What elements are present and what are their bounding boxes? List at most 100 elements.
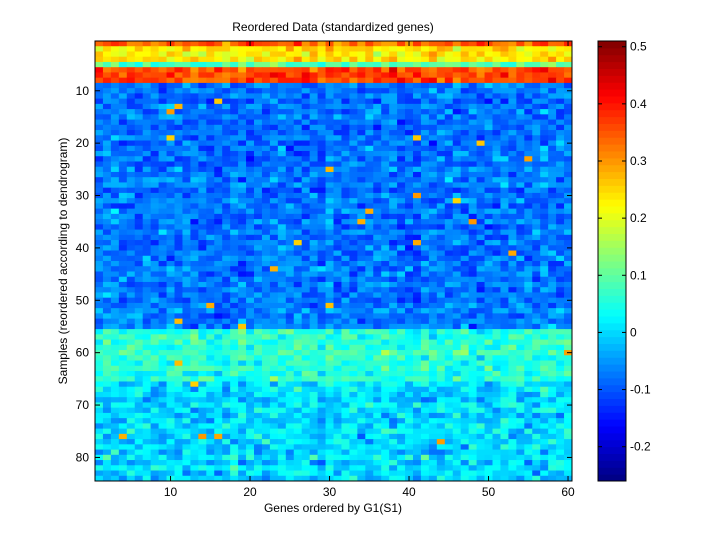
heatmap-cell (206, 407, 215, 414)
heatmap-cell (444, 281, 454, 288)
heatmap-cell (484, 313, 493, 320)
heatmap-cell (508, 454, 517, 461)
heatmap-cell (134, 302, 144, 309)
heatmap-cell (182, 365, 191, 372)
heatmap-cell (277, 46, 287, 52)
heatmap-cell (500, 166, 509, 173)
heatmap-cell (556, 135, 565, 142)
heatmap-cell (174, 318, 183, 325)
heatmap-cell (516, 391, 525, 398)
heatmap-cell (333, 381, 342, 388)
heatmap-cell (389, 297, 398, 304)
heatmap-cell (460, 439, 470, 445)
heatmap-cell (317, 187, 327, 194)
heatmap-cell (420, 449, 430, 456)
heatmap-cell (428, 67, 438, 73)
heatmap-cell (309, 203, 319, 210)
heatmap-cell (428, 56, 438, 63)
heatmap-cell (95, 428, 104, 435)
heatmap-cell (134, 93, 144, 100)
heatmap-cell (198, 397, 207, 403)
heatmap-cell (452, 98, 462, 105)
heatmap-cell (468, 454, 478, 461)
heatmap-cell (118, 365, 128, 372)
heatmap-cell (333, 376, 342, 382)
heatmap-cell (182, 67, 191, 73)
heatmap-cell (166, 313, 175, 320)
heatmap-cell (532, 271, 541, 278)
heatmap-cell (222, 276, 231, 283)
heatmap-cell (373, 119, 382, 126)
heatmap-cell (492, 350, 501, 356)
heatmap-cell (389, 428, 398, 435)
heatmap-cell (548, 397, 557, 403)
heatmap-cell (277, 103, 287, 110)
heatmap-cell (564, 156, 573, 162)
heatmap-cell (564, 360, 573, 367)
heatmap-cell (468, 281, 478, 288)
heatmap-cell (444, 365, 454, 372)
heatmap-cell (118, 177, 128, 183)
heatmap-cell (118, 229, 128, 236)
heatmap-cell (254, 203, 263, 210)
heatmap-cell (556, 82, 565, 89)
heatmap-cell (214, 88, 223, 94)
heatmap-cell (564, 271, 573, 278)
heatmap-cell (198, 276, 207, 283)
heatmap-cell (532, 140, 541, 147)
heatmap-cell (110, 334, 120, 341)
heatmap-cell (556, 391, 565, 398)
heatmap-cell (158, 266, 168, 272)
heatmap-cell (222, 103, 231, 110)
heatmap-cell (254, 323, 263, 330)
heatmap-cell (110, 255, 120, 262)
heatmap-cell (341, 360, 350, 367)
heatmap-cell (309, 72, 319, 79)
heatmap-cell (118, 266, 128, 272)
heatmap-cell (349, 203, 358, 210)
heatmap-cell (246, 323, 255, 330)
heatmap-cell (349, 344, 358, 351)
heatmap-cell (452, 365, 462, 372)
heatmap-cell (174, 114, 183, 121)
heatmap-cell (309, 381, 319, 388)
heatmap-cell (301, 119, 311, 126)
heatmap-cell (428, 355, 438, 362)
heatmap-cell (500, 219, 509, 225)
heatmap-cell (285, 266, 295, 272)
heatmap-cell (349, 365, 358, 372)
heatmap-cell (476, 302, 486, 309)
heatmap-cell (436, 72, 446, 79)
heatmap-cell (484, 318, 493, 325)
heatmap-cell (158, 454, 168, 461)
heatmap-cell (261, 255, 271, 262)
heatmap-cell (341, 391, 350, 398)
heatmap-cell (150, 166, 160, 173)
heatmap-cell (444, 302, 454, 309)
heatmap-cell (365, 444, 374, 451)
heatmap-cell (524, 166, 533, 173)
heatmap-cell (405, 103, 414, 110)
heatmap-cell (508, 177, 517, 183)
heatmap-cell (325, 103, 334, 110)
heatmap-cell (516, 93, 525, 100)
heatmap-cell (460, 46, 470, 52)
heatmap-cell (238, 203, 247, 210)
heatmap-cell (261, 77, 271, 84)
heatmap-cell (413, 77, 422, 84)
heatmap-cell (341, 213, 350, 220)
heatmap-cell (452, 135, 462, 142)
heatmap-cell (150, 208, 160, 215)
heatmap-cell (341, 433, 350, 440)
heatmap-cell (428, 360, 438, 367)
heatmap-cell (500, 192, 509, 199)
heatmap-cell (150, 151, 160, 157)
heatmap-cell (150, 297, 160, 304)
heatmap-cell (341, 145, 350, 152)
heatmap-cell (238, 297, 247, 304)
heatmap-cell (110, 67, 120, 73)
heatmap-cell (484, 103, 493, 110)
heatmap-cell (365, 261, 374, 267)
heatmap-cell (309, 255, 319, 262)
heatmap-cell (238, 130, 247, 136)
